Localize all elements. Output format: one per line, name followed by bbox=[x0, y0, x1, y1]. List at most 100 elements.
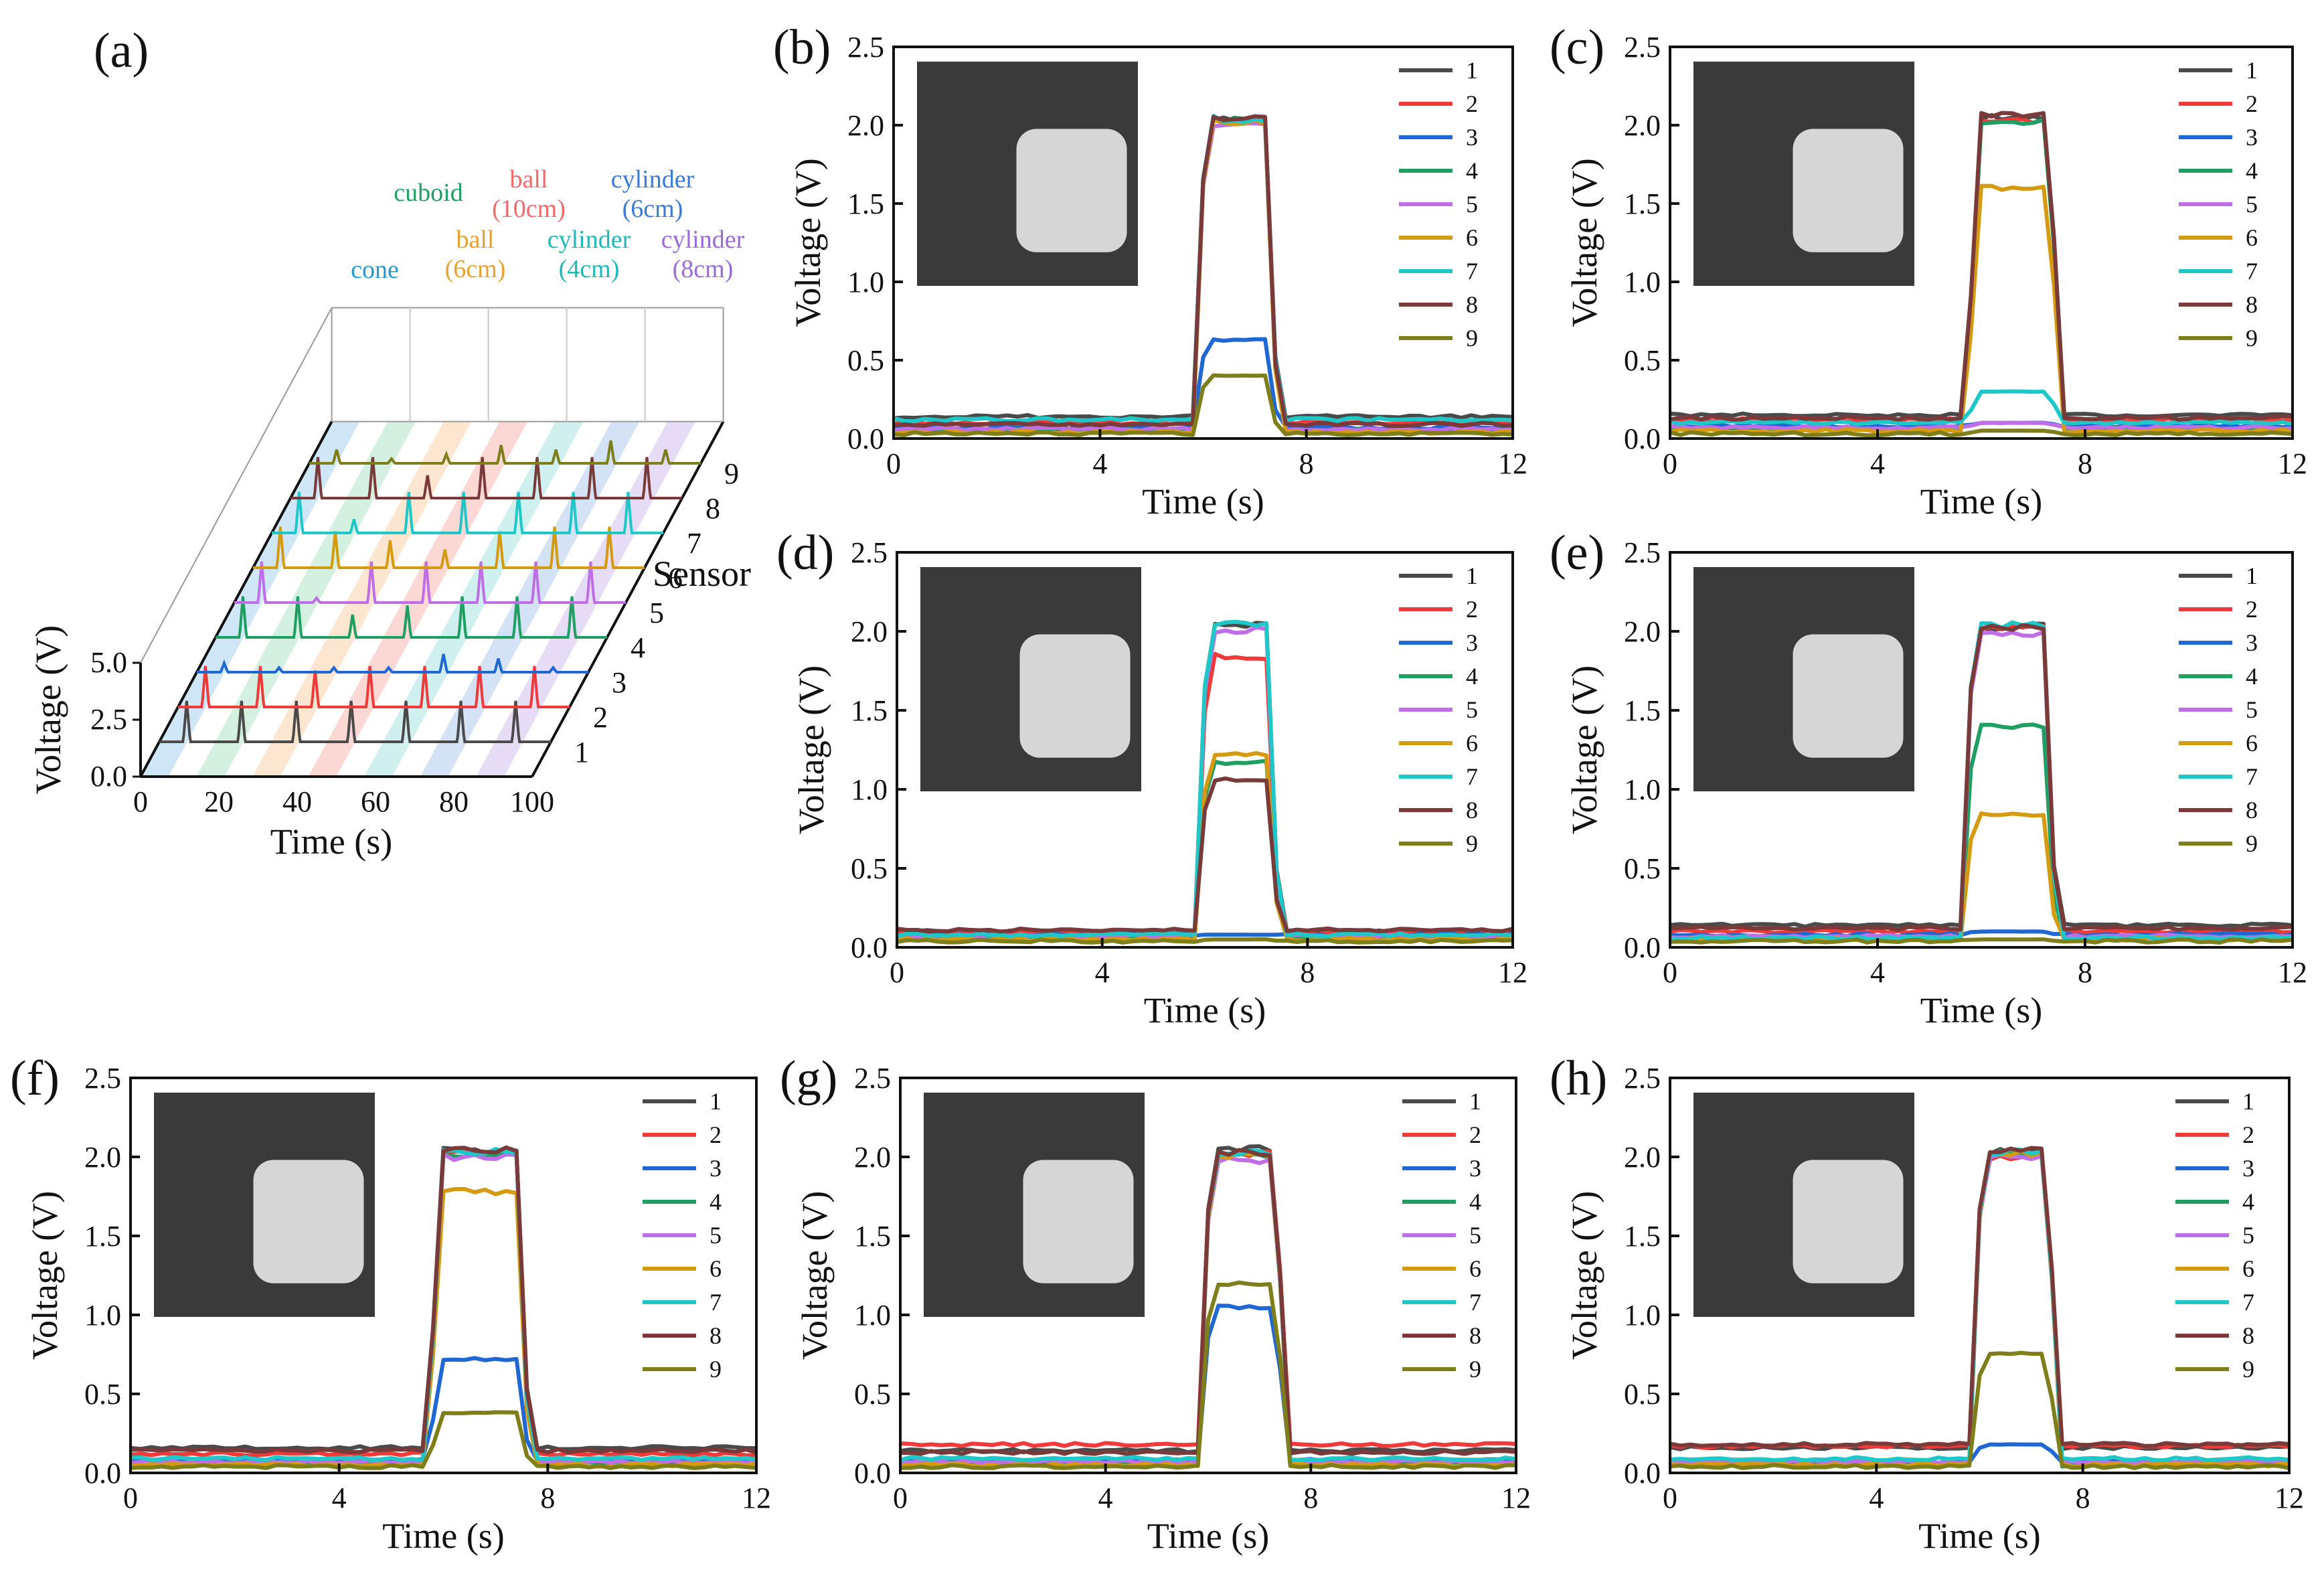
y-tick-label: 2.5 bbox=[1624, 1062, 1661, 1095]
x-tick-label: 12 bbox=[1498, 956, 1527, 989]
y-tick-label: 2.5 bbox=[1624, 536, 1661, 569]
x-tick-label: 8 bbox=[540, 1482, 555, 1514]
y-tick-label: 1.0 bbox=[1624, 266, 1661, 299]
panel-letter: (e) bbox=[1550, 526, 1604, 580]
sensor-tick-label: 1 bbox=[574, 736, 589, 769]
y-tick-label: 0.5 bbox=[847, 344, 884, 377]
x-tick-label: 0 bbox=[886, 447, 901, 480]
sensor-trace-4 bbox=[216, 596, 607, 639]
object-stripe bbox=[196, 421, 416, 777]
legend-label: 9 bbox=[1466, 830, 1478, 857]
panel-letter: (h) bbox=[1550, 1051, 1607, 1106]
box-edge bbox=[531, 420, 725, 777]
x-tick-label: 12 bbox=[2274, 1482, 2304, 1514]
sensor-trace-7 bbox=[272, 491, 663, 534]
x-tick-label: 8 bbox=[1300, 956, 1315, 989]
series-line-6 bbox=[130, 1186, 757, 1469]
box-edge bbox=[139, 420, 333, 777]
object-stripe bbox=[392, 421, 612, 777]
axes-frame bbox=[129, 1077, 758, 1474]
box-edge bbox=[140, 307, 333, 663]
legend-label: 4 bbox=[1466, 663, 1478, 690]
y-tick-label: 1.5 bbox=[84, 1220, 121, 1253]
legend-label: 3 bbox=[1469, 1155, 1481, 1182]
y-tick-label: 2.0 bbox=[1624, 1141, 1661, 1174]
x-tick-label: 12 bbox=[1501, 1482, 1531, 1514]
x-tick-label: 12 bbox=[2278, 956, 2307, 989]
y-tick-label: 1.0 bbox=[84, 1299, 121, 1332]
legend-label: 6 bbox=[2246, 730, 2258, 757]
legend-label: 8 bbox=[710, 1322, 722, 1349]
sensor-tick-label: 6 bbox=[668, 562, 683, 595]
series-line-9 bbox=[900, 1280, 1516, 1470]
glove-shape bbox=[1793, 1160, 1904, 1283]
sensor-tick-label: 8 bbox=[706, 492, 720, 525]
sensor-tick-label: 7 bbox=[687, 527, 701, 560]
series-line-6 bbox=[896, 751, 1513, 943]
panel-a-sensor-label: Sensor bbox=[653, 554, 751, 594]
series-line-6 bbox=[1669, 811, 2293, 943]
axes-frame bbox=[1669, 1077, 2291, 1474]
legend-label: 7 bbox=[2246, 763, 2258, 790]
object-stripe bbox=[420, 421, 640, 777]
y-tick-label: 2.0 bbox=[1624, 109, 1661, 142]
panel-letter: (g) bbox=[780, 1051, 837, 1106]
object-stripe bbox=[308, 421, 528, 777]
legend-label: 2 bbox=[2246, 596, 2258, 623]
legend-label: 5 bbox=[710, 1222, 722, 1249]
y-tick-label: 2.5 bbox=[1624, 31, 1661, 64]
legend-label: 7 bbox=[2242, 1289, 2254, 1316]
object-label: ball bbox=[510, 165, 548, 193]
legend-label: 3 bbox=[2246, 629, 2258, 656]
sensor-trace-8 bbox=[290, 457, 682, 499]
legend-label: 3 bbox=[2242, 1155, 2254, 1182]
x-tick-label: 0 bbox=[890, 956, 904, 989]
object-stripe bbox=[448, 421, 668, 777]
y-tick-label: 0.0 bbox=[847, 422, 884, 455]
object-stripe bbox=[252, 421, 472, 777]
y-tick-label: 2.0 bbox=[84, 1141, 121, 1174]
panel-a-3d-plot: (a) conecuboidball(6cm)ball(10cm)cylinde… bbox=[28, 23, 751, 862]
panel-a-zlabel: Voltage (V) bbox=[28, 625, 68, 794]
y-tick-label: 1.0 bbox=[1624, 1299, 1661, 1332]
series-line-8 bbox=[1669, 110, 2293, 422]
legend-label: 1 bbox=[2246, 57, 2258, 84]
x-axis-title: Time (s) bbox=[382, 1516, 505, 1556]
legend-label: 4 bbox=[2242, 1188, 2254, 1215]
y-tick-label: 2.5 bbox=[847, 31, 884, 64]
legend-label: 5 bbox=[1469, 1222, 1481, 1249]
y-tick-label: 1.0 bbox=[847, 266, 884, 299]
y-tick-label: 0.0 bbox=[1624, 931, 1661, 964]
x-tick-label: 12 bbox=[742, 1482, 771, 1514]
glove-shape bbox=[1019, 634, 1131, 758]
legend-label: 6 bbox=[2242, 1255, 2254, 1282]
object-stripe bbox=[364, 421, 584, 777]
z-tick-label: 0.0 bbox=[90, 760, 127, 793]
y-tick-label: 1.0 bbox=[851, 773, 888, 806]
x-tick-label: 20 bbox=[204, 785, 234, 818]
y-tick-label: 0.0 bbox=[854, 1457, 891, 1490]
series-line-9 bbox=[1669, 937, 2293, 945]
x-axis-title: Time (s) bbox=[1920, 481, 2043, 522]
legend-label: 5 bbox=[1466, 696, 1478, 723]
series-line-9 bbox=[893, 373, 1513, 438]
sensor-trace-2 bbox=[178, 665, 570, 708]
x-tick-label: 80 bbox=[439, 785, 469, 818]
x-tick-label: 8 bbox=[1299, 447, 1314, 480]
legend-label: 7 bbox=[2246, 258, 2258, 285]
x-tick-label: 4 bbox=[1098, 1482, 1113, 1514]
object-label: (4cm) bbox=[559, 255, 620, 283]
x-tick-label: 8 bbox=[1303, 1482, 1318, 1514]
legend-label: 1 bbox=[1469, 1088, 1481, 1115]
legend-label: 3 bbox=[1466, 124, 1478, 151]
series-line-8 bbox=[130, 1145, 757, 1455]
legend-label: 9 bbox=[1469, 1356, 1481, 1383]
y-tick-label: 0.0 bbox=[1624, 1457, 1661, 1490]
legend-label: 5 bbox=[2246, 191, 2258, 218]
sensor-tick-label: 4 bbox=[631, 631, 645, 664]
y-tick-label: 0.0 bbox=[1624, 422, 1661, 455]
